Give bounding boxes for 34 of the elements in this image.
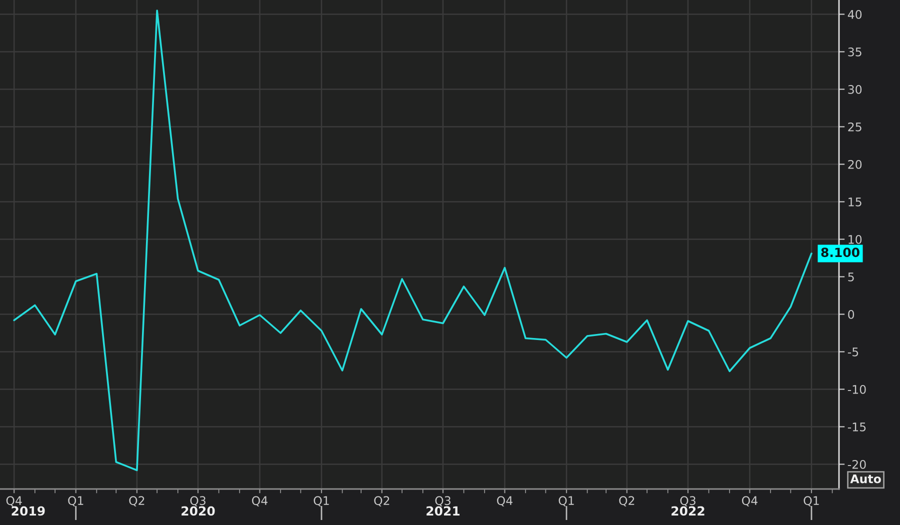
x-tick-label: Q4 — [742, 496, 758, 506]
x-tick-label: Q4 — [497, 496, 512, 506]
x-tick-label: Q4 — [252, 496, 268, 506]
x-tick-label: Q1 — [558, 496, 574, 506]
y-tick-label: -5 — [848, 348, 858, 356]
text: Auto — [850, 474, 881, 484]
y-tick-label: 35 — [848, 47, 862, 56]
y-tick-label: 5 — [848, 272, 854, 282]
y-tick-label: 15 — [848, 198, 862, 206]
y-tick-label: 30 — [848, 84, 862, 94]
x2-tick-label: 2019 — [12, 506, 45, 516]
x-tick-label: Q2 — [374, 496, 390, 506]
x2-tick-label: 2021 — [426, 506, 460, 516]
y-tick-label: 10 — [848, 234, 862, 244]
x-tick-label: Q2 — [619, 496, 634, 506]
y-tick-label: -20 — [848, 460, 866, 469]
x-tick-label: Q3 — [190, 496, 206, 506]
data-label: 8.100 — [821, 248, 860, 258]
x-tick-label: Q3 — [680, 496, 696, 506]
x-tick-label: Q2 — [129, 496, 144, 506]
y-tick-label: 25 — [848, 122, 862, 132]
y-tick-label: -15 — [848, 422, 866, 432]
y-tick-label: 0 — [848, 310, 854, 319]
y-tick-label: -10 — [848, 384, 866, 394]
x-tick-label: Q4 — [6, 496, 22, 506]
y-tick-label: 40 — [848, 10, 862, 19]
line-series — [13, 10, 812, 472]
x-tick-label: Q1 — [314, 496, 329, 506]
y-tick-label: 20 — [848, 160, 862, 169]
x-tick-label: Q1 — [68, 496, 84, 506]
x2-tick-label: 2022 — [672, 506, 704, 516]
x2-tick-label: 2020 — [182, 506, 215, 516]
x-tick-label: Q3 — [435, 496, 450, 506]
x-tick-label: Q1 — [804, 496, 819, 506]
